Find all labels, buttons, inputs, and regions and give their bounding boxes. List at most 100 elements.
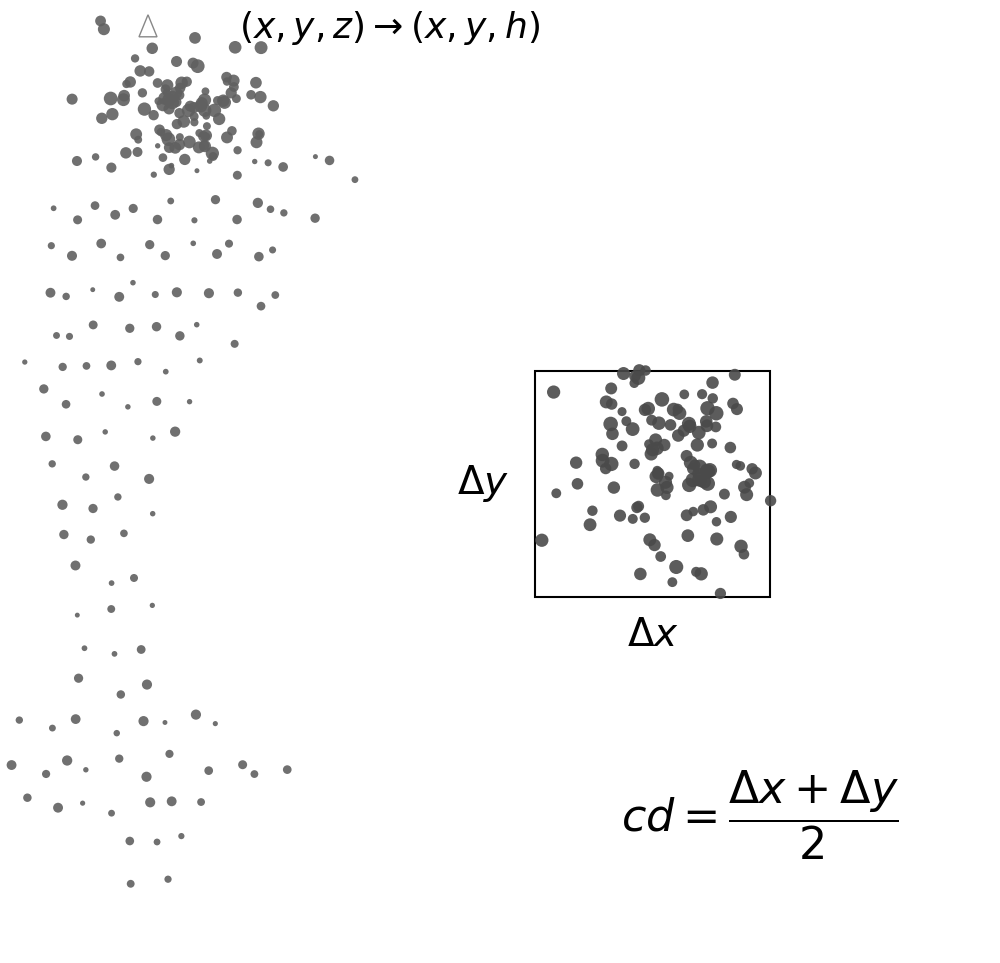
- Point: [116, 526, 132, 541]
- Point: [614, 438, 630, 454]
- Point: [168, 85, 184, 100]
- Point: [217, 94, 233, 110]
- Point: [275, 159, 291, 174]
- Point: [641, 436, 657, 452]
- Point: [647, 537, 663, 553]
- Point: [307, 149, 323, 165]
- Point: [603, 380, 619, 396]
- Point: [263, 201, 279, 217]
- Point: [111, 289, 127, 304]
- Point: [38, 767, 54, 782]
- Point: [161, 101, 177, 117]
- Point: [265, 98, 281, 114]
- Point: [701, 463, 717, 479]
- Point: [112, 249, 128, 265]
- Point: [186, 115, 202, 130]
- Point: [228, 91, 244, 106]
- Point: [205, 148, 221, 164]
- Point: [139, 677, 155, 692]
- Point: [164, 94, 180, 110]
- Point: [44, 456, 60, 472]
- Point: [159, 77, 175, 92]
- Point: [169, 285, 185, 300]
- Point: [250, 195, 266, 211]
- Point: [142, 237, 158, 252]
- Point: [663, 417, 679, 432]
- Point: [569, 476, 585, 491]
- Point: [603, 416, 619, 431]
- Point: [618, 413, 634, 429]
- Point: [172, 80, 188, 95]
- Point: [265, 243, 281, 258]
- Point: [181, 134, 197, 149]
- Point: [666, 402, 682, 417]
- Point: [55, 359, 71, 375]
- Point: [136, 101, 152, 117]
- Point: [173, 828, 189, 844]
- Point: [85, 317, 101, 332]
- Point: [722, 440, 738, 455]
- Point: [94, 386, 110, 402]
- Point: [650, 466, 666, 482]
- Point: [534, 533, 550, 548]
- Point: [104, 805, 120, 820]
- Point: [125, 275, 141, 291]
- Point: [625, 511, 641, 527]
- Point: [625, 422, 641, 437]
- Point: [49, 327, 65, 343]
- Point: [125, 200, 141, 216]
- Point: [115, 92, 131, 108]
- Point: [38, 429, 54, 444]
- Point: [226, 79, 242, 94]
- Point: [197, 103, 213, 118]
- Point: [215, 93, 231, 109]
- Point: [705, 391, 721, 406]
- Point: [704, 436, 720, 452]
- Point: [206, 103, 222, 118]
- Point: [235, 757, 251, 772]
- Point: [210, 92, 226, 108]
- Point: [708, 405, 724, 421]
- Point: [104, 107, 120, 122]
- Point: [149, 834, 165, 849]
- Point: [93, 236, 109, 251]
- Point: [153, 124, 169, 140]
- Point: [190, 59, 206, 74]
- Point: [182, 394, 198, 409]
- Point: [202, 153, 218, 169]
- Text: $cd = \dfrac{\Delta x + \Delta y}{2}$: $cd = \dfrac{\Delta x + \Delta y}{2}$: [621, 768, 899, 862]
- Point: [227, 336, 243, 351]
- Point: [653, 549, 669, 564]
- Point: [219, 69, 235, 85]
- Point: [642, 533, 658, 548]
- Point: [83, 532, 99, 547]
- Point: [650, 465, 666, 481]
- Point: [676, 387, 692, 403]
- Text: $\Delta x$: $\Delta x$: [627, 616, 678, 654]
- Point: [643, 446, 659, 461]
- Point: [189, 163, 205, 178]
- Point: [659, 480, 675, 495]
- Point: [169, 54, 185, 69]
- Point: [68, 712, 84, 727]
- Point: [632, 566, 648, 582]
- Point: [637, 510, 653, 526]
- Point: [685, 461, 701, 477]
- Point: [197, 84, 213, 99]
- Point: [347, 172, 363, 188]
- Point: [221, 236, 237, 251]
- Point: [70, 212, 86, 227]
- Point: [64, 91, 80, 107]
- Point: [604, 397, 620, 412]
- Point: [682, 419, 698, 434]
- Point: [150, 138, 166, 153]
- Point: [123, 876, 139, 892]
- Point: [687, 457, 703, 473]
- Point: [111, 751, 127, 767]
- Point: [226, 73, 242, 89]
- Point: [103, 601, 119, 616]
- Point: [681, 416, 697, 431]
- Point: [118, 145, 134, 161]
- Point: [696, 474, 712, 489]
- Point: [698, 414, 714, 429]
